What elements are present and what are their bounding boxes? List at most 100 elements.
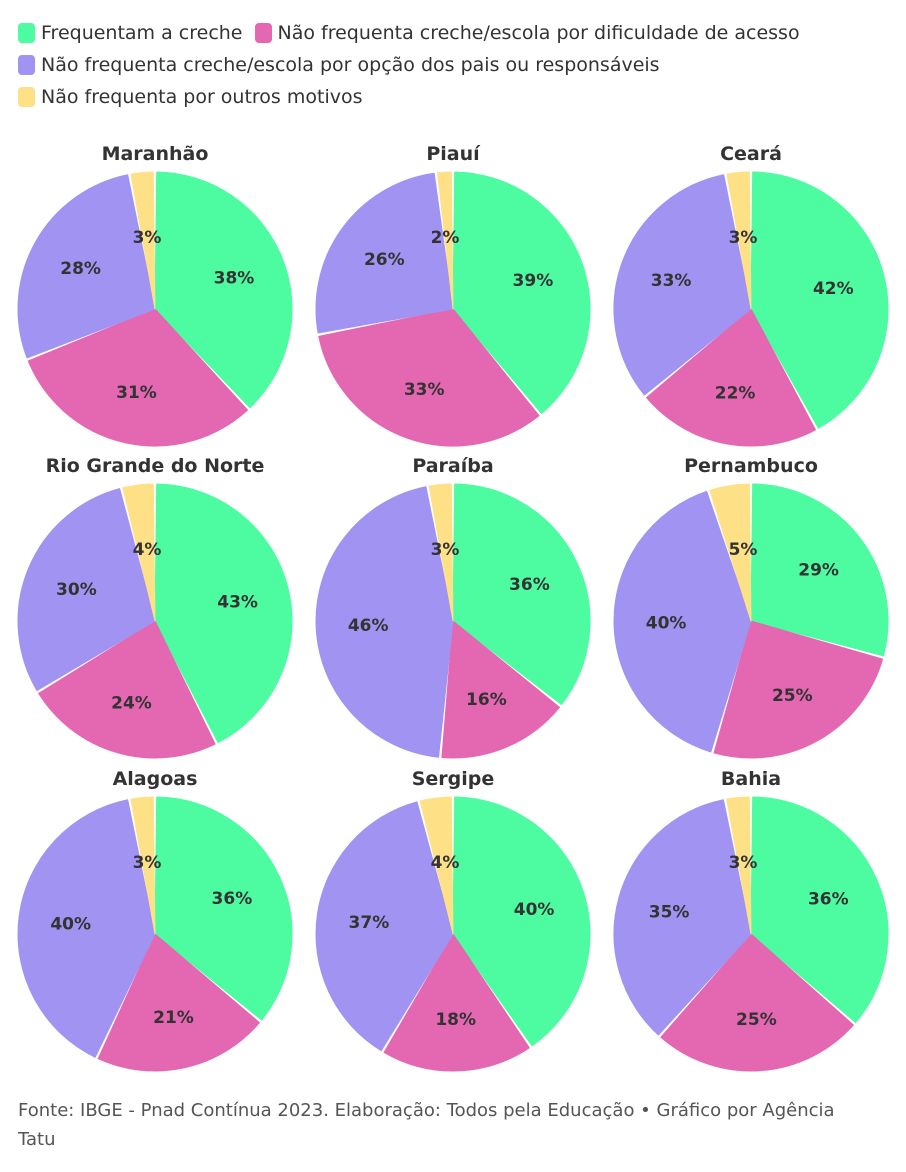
pie-chart-pernambuco: Pernambuco 29% 25% 40% 5% bbox=[613, 455, 889, 759]
legend-item-opcao-pais: Não frequenta creche/escola por opção do… bbox=[18, 52, 660, 78]
legend-label-frequentam: Frequentam a creche bbox=[41, 22, 243, 44]
pie-chart-bahia: Bahia 36% 25% 35% 3% bbox=[613, 768, 889, 1072]
label-opcao-pais: 40% bbox=[646, 613, 687, 633]
slice-dificuldade-acesso bbox=[97, 933, 260, 1072]
label-dificuldade-acesso: 16% bbox=[466, 690, 507, 710]
slice-opcao-pais bbox=[613, 174, 752, 396]
slice-opcao-pais bbox=[315, 172, 454, 334]
pie-title: Alagoas bbox=[113, 768, 198, 790]
label-dificuldade-acesso: 21% bbox=[153, 1008, 194, 1028]
legend-swatch-outros-motivos bbox=[18, 87, 35, 107]
slice-frequentam bbox=[154, 483, 293, 744]
label-outros-motivos: 3% bbox=[133, 853, 162, 873]
legend-label-opcao-pais: Não frequenta creche/escola por opção do… bbox=[41, 54, 660, 76]
label-frequentam: 29% bbox=[798, 561, 839, 581]
pie-title: Bahia bbox=[721, 768, 781, 790]
slice-outros-motivos bbox=[436, 171, 454, 310]
slice-outros-motivos bbox=[726, 171, 752, 310]
label-dificuldade-acesso: 31% bbox=[116, 383, 157, 403]
label-outros-motivos: 2% bbox=[431, 228, 460, 248]
pie-title: Ceará bbox=[720, 143, 782, 165]
slice-frequentam bbox=[154, 171, 293, 409]
label-outros-motivos: 4% bbox=[431, 853, 460, 873]
slice-dificuldade-acesso bbox=[383, 933, 530, 1072]
label-opcao-pais: 37% bbox=[349, 913, 390, 933]
source-footer: Fonte: IBGE - Pnad Contínua 2023. Elabor… bbox=[18, 1100, 835, 1150]
pie-chart-rio-grande-do-norte: Rio Grande do Norte 43% 24% 30% 4% bbox=[17, 455, 293, 759]
slice-opcao-pais bbox=[17, 799, 156, 1058]
label-opcao-pais: 40% bbox=[50, 914, 91, 934]
pie-title: Sergipe bbox=[412, 768, 495, 790]
legend-item-frequentam: Frequentam a creche bbox=[18, 20, 243, 46]
label-outros-motivos: 3% bbox=[431, 540, 460, 560]
slice-opcao-pais bbox=[315, 486, 454, 758]
slice-frequentam bbox=[750, 171, 889, 429]
label-frequentam: 36% bbox=[509, 575, 550, 595]
pie-chart-ceara: Ceará 42% 22% 33% 3% bbox=[613, 143, 889, 447]
slice-frequentam bbox=[452, 796, 591, 1047]
label-dificuldade-acesso: 33% bbox=[404, 380, 445, 400]
label-dificuldade-acesso: 24% bbox=[111, 694, 152, 714]
label-dificuldade-acesso: 25% bbox=[736, 1010, 777, 1030]
slice-outros-motivos bbox=[709, 483, 752, 622]
slice-opcao-pais bbox=[613, 799, 752, 1036]
legend-item-dificuldade-acesso: Não frequenta creche/escola por dificuld… bbox=[254, 20, 800, 46]
slice-frequentam bbox=[452, 483, 591, 706]
slice-dificuldade-acesso bbox=[441, 620, 560, 759]
pie-title: Maranhão bbox=[102, 143, 209, 165]
legend-swatch-opcao-pais bbox=[18, 55, 35, 75]
label-dificuldade-acesso: 22% bbox=[715, 383, 756, 403]
slice-dificuldade-acesso bbox=[660, 933, 854, 1072]
legend-label-dificuldade-acesso: Não frequenta creche/escola por dificuld… bbox=[277, 22, 800, 44]
label-outros-motivos: 5% bbox=[729, 540, 758, 560]
label-frequentam: 36% bbox=[808, 890, 849, 910]
slice-dificuldade-acesso bbox=[646, 308, 817, 447]
label-frequentam: 36% bbox=[212, 889, 253, 909]
slice-outros-motivos bbox=[726, 796, 752, 935]
slice-outros-motivos bbox=[130, 171, 156, 310]
label-opcao-pais: 46% bbox=[348, 616, 389, 636]
slice-frequentam bbox=[750, 796, 889, 1023]
pie-title: Piauí bbox=[426, 143, 481, 165]
label-opcao-pais: 35% bbox=[649, 902, 690, 922]
label-outros-motivos: 4% bbox=[133, 540, 162, 560]
legend-swatch-dificuldade-acesso bbox=[254, 23, 272, 43]
legend-swatch-frequentam bbox=[18, 23, 35, 43]
slice-opcao-pais bbox=[17, 174, 156, 359]
slice-outros-motivos bbox=[428, 483, 454, 622]
pie-chart-maranhao: Maranhão 38% 31% 28% 3% bbox=[17, 143, 293, 447]
label-opcao-pais: 33% bbox=[651, 271, 692, 291]
label-outros-motivos: 3% bbox=[133, 228, 162, 248]
label-opcao-pais: 26% bbox=[364, 250, 405, 270]
label-frequentam: 42% bbox=[813, 279, 854, 299]
pie-chart-piaui: Piauí 39% 33% 26% 2% bbox=[315, 143, 591, 447]
label-opcao-pais: 30% bbox=[56, 580, 97, 600]
chart-legend: Frequentam a creche Não frequenta creche… bbox=[18, 20, 898, 110]
slice-outros-motivos bbox=[122, 483, 156, 622]
slice-frequentam bbox=[452, 171, 591, 414]
slice-dificuldade-acesso bbox=[27, 308, 249, 447]
label-opcao-pais: 28% bbox=[60, 259, 101, 279]
label-outros-motivos: 3% bbox=[729, 853, 758, 873]
slice-opcao-pais bbox=[315, 801, 454, 1052]
pie-title: Pernambuco bbox=[684, 455, 818, 477]
label-frequentam: 43% bbox=[217, 592, 258, 612]
legend-item-outros-motivos: Não frequenta por outros motivos bbox=[18, 84, 363, 110]
slice-dificuldade-acesso bbox=[38, 620, 216, 759]
slice-frequentam bbox=[154, 796, 293, 1021]
legend-label-outros-motivos: Não frequenta por outros motivos bbox=[41, 86, 363, 108]
pie-chart-paraiba: Paraíba 36% 16% 46% 3% bbox=[315, 455, 591, 759]
slice-outros-motivos bbox=[130, 796, 156, 935]
slice-opcao-pais bbox=[17, 488, 156, 692]
pie-charts-grid: Maranhão 38% 31% 28% 3% Piauí 39% 33% 26% 2% Ceará… bbox=[17, 143, 889, 1072]
pie-title: Paraíba bbox=[412, 455, 493, 477]
pie-chart-sergipe: Sergipe 40% 18% 37% 4% bbox=[315, 768, 591, 1072]
slice-frequentam bbox=[750, 483, 889, 657]
label-dificuldade-acesso: 18% bbox=[435, 1010, 476, 1030]
slice-opcao-pais bbox=[613, 490, 752, 753]
label-frequentam: 39% bbox=[513, 271, 554, 291]
label-frequentam: 38% bbox=[214, 269, 255, 289]
label-frequentam: 40% bbox=[514, 900, 555, 920]
pie-title: Rio Grande do Norte bbox=[46, 455, 265, 477]
slice-outros-motivos bbox=[419, 796, 454, 935]
